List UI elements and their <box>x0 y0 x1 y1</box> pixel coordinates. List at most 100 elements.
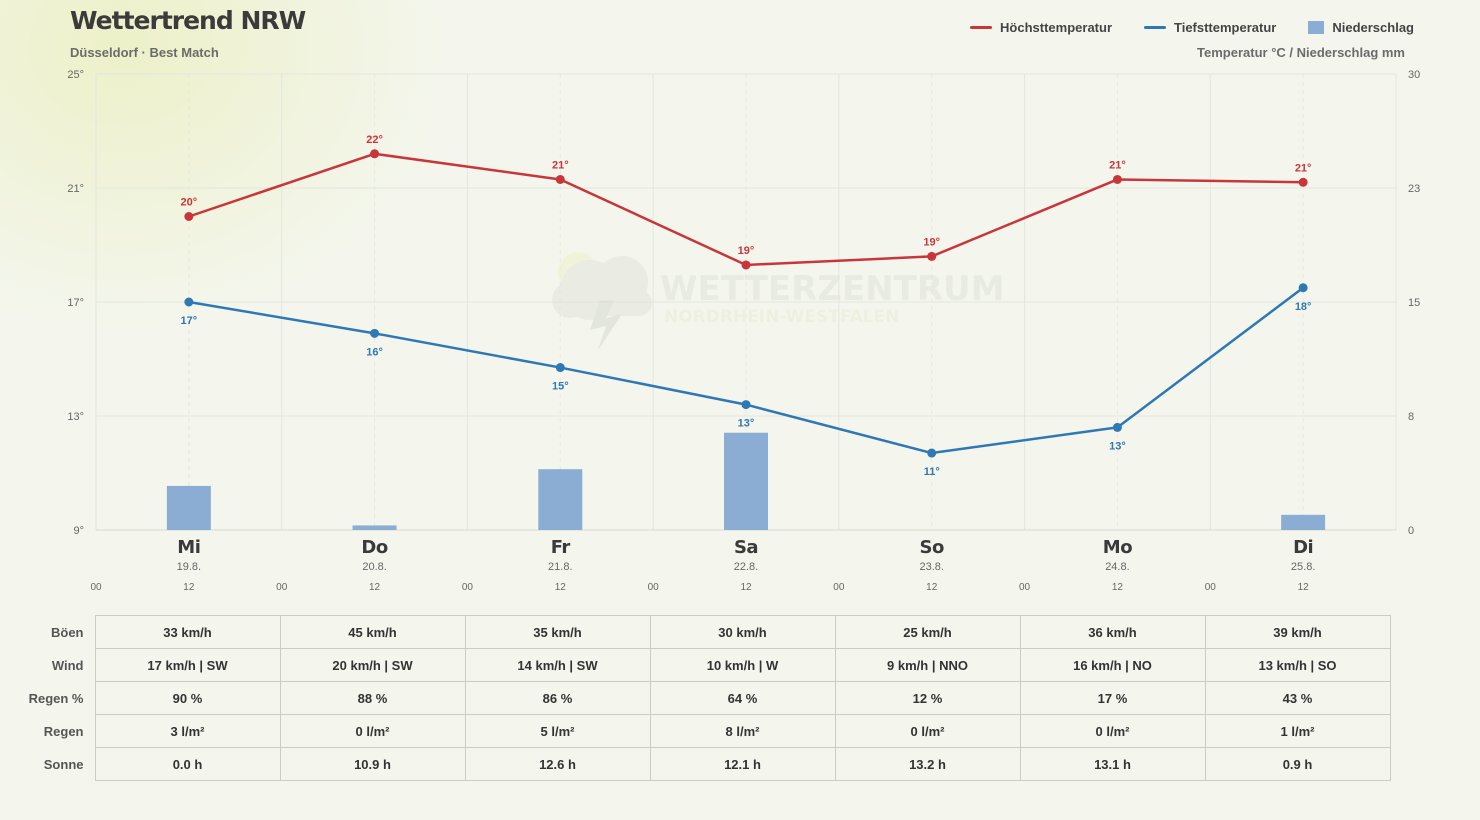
precip-bar <box>724 432 768 530</box>
table-cell: 10.9 h <box>279 747 466 781</box>
temp-point <box>1298 177 1308 187</box>
table-row: Sonne 0.0 h 10.9 h 12.6 h 12.1 h 13.2 h 13.1 h… <box>0 747 1391 781</box>
x-day-label: Mi <box>177 537 200 558</box>
table-cell: 35 km/h <box>464 615 651 649</box>
table-cell: 43 % <box>1204 681 1391 715</box>
table-cell: 10 km/h | W <box>649 648 836 682</box>
temp-point <box>184 212 194 221</box>
table-cell: 90 % <box>94 681 281 715</box>
x-day-label: Sa <box>734 537 758 558</box>
table-cell: 14 km/h | SW <box>464 648 651 682</box>
temp-point <box>927 448 937 458</box>
x-hour-tick: 00 <box>648 582 660 593</box>
temp-data-label: 13° <box>738 418 755 430</box>
x-date-label: 19.8. <box>177 561 201 573</box>
table-row: Regen % 90 % 88 % 86 % 64 % 12 % 17 % 43 % <box>0 681 1391 715</box>
x-hour-tick: 12 <box>926 582 938 593</box>
table-cell: 20 km/h | SW <box>279 648 466 682</box>
temp-point <box>370 328 380 338</box>
y-left-tick-label: 21° <box>67 183 84 195</box>
legend-line-icon <box>970 26 993 29</box>
row-label: Böen <box>51 624 84 640</box>
table-cell: 17 km/h | SW <box>94 648 281 682</box>
table-cell: 88 % <box>279 681 466 715</box>
temp-data-label: 19° <box>923 236 940 248</box>
legend-item-max[interactable]: Höchsttemperatur <box>970 20 1112 35</box>
precip-bar <box>166 485 211 530</box>
table-cell: 13 km/h | SO <box>1204 648 1391 682</box>
x-date-label: 20.8. <box>362 561 386 573</box>
table-cell: 13.1 h <box>1019 747 1206 781</box>
legend-line-icon <box>1144 26 1166 29</box>
table-cell: 39 km/h <box>1204 615 1391 649</box>
cloud-logo-icon <box>552 252 652 350</box>
legend-item-min[interactable]: Tiefsttemperatur <box>1144 20 1276 35</box>
y-right-tick-label: 30 <box>1408 69 1420 81</box>
row-label: Wind <box>51 657 84 673</box>
temp-point <box>1298 283 1308 293</box>
x-hour-tick: 12 <box>369 582 381 593</box>
axis-units-label: Temperatur °C / Niederschlag mm <box>1197 45 1405 60</box>
y-left-tick-label: 25° <box>67 69 84 81</box>
chart-grid <box>95 73 1397 531</box>
metrics-table: Böen 33 km/h 45 km/h 35 km/h 30 km/h 25 km/h 3… <box>0 615 1391 781</box>
x-date-label: 21.8. <box>548 561 572 573</box>
table-cell: 0 l/m² <box>834 714 1021 748</box>
precip-bars <box>166 432 1326 530</box>
temp-data-label: 20° <box>181 197 198 209</box>
table-cell: 36 km/h <box>1019 615 1206 649</box>
temp-point <box>555 363 565 373</box>
temp-data-label: 18° <box>1295 301 1312 313</box>
table-cell: 0.0 h <box>94 747 281 781</box>
x-hour-tick: 12 <box>555 582 567 593</box>
table-cell: 3 l/m² <box>94 714 281 748</box>
temp-point <box>1112 174 1122 184</box>
y-right-tick-label: 0 <box>1408 525 1414 537</box>
table-cell: 0 l/m² <box>1019 714 1206 748</box>
x-hour-tick: 12 <box>183 582 195 593</box>
y-left-tick-label: 9° <box>73 525 84 537</box>
x-day-label: Di <box>1293 537 1313 558</box>
precip-bar <box>538 469 583 530</box>
table-cell: 86 % <box>464 681 651 715</box>
temp-data-label: 19° <box>738 245 755 257</box>
temp-point <box>927 251 937 261</box>
precip-bar <box>352 525 397 530</box>
y-right-tick-label: 23 <box>1408 183 1420 195</box>
x-hour-tick: 00 <box>462 582 474 593</box>
temp-data-label: 21° <box>552 159 569 171</box>
legend-label: Niederschlag <box>1332 20 1414 35</box>
table-cell: 12 % <box>834 681 1021 715</box>
y-left-tick-label: 17° <box>67 297 84 309</box>
page-subtitle: Düsseldorf · Best Match <box>70 45 219 60</box>
table-cell: 17 % <box>1019 681 1206 715</box>
x-hour-tick: 00 <box>833 582 845 593</box>
x-hour-tick: 12 <box>1298 582 1310 593</box>
x-day-label: Do <box>361 537 387 558</box>
table-cell: 30 km/h <box>649 615 836 649</box>
temp-data-label: 21° <box>1295 162 1312 174</box>
row-label: Sonne <box>43 756 84 772</box>
table-row: Regen 3 l/m² 0 l/m² 5 l/m² 8 l/m² 0 l/m² 0 l/m… <box>0 714 1391 748</box>
x-hour-tick: 12 <box>1112 582 1124 593</box>
table-cell: 64 % <box>649 681 836 715</box>
x-day-label: Fr <box>551 537 571 558</box>
watermark-title: WETTERZENTRUM <box>660 269 1004 309</box>
metrics-table-wrap: Böen 33 km/h 45 km/h 35 km/h 30 km/h 25 km/h 3… <box>0 615 1480 781</box>
legend-label: Höchsttemperatur <box>1000 20 1112 35</box>
row-label: Regen % <box>28 690 84 706</box>
table-row: Böen 33 km/h 45 km/h 35 km/h 30 km/h 25 km/h 3… <box>0 615 1391 649</box>
table-cell: 16 km/h | NO <box>1019 648 1206 682</box>
x-day-label: Mo <box>1103 537 1132 558</box>
x-date-label: 25.8. <box>1291 561 1315 573</box>
y-right-tick-label: 8 <box>1408 411 1414 423</box>
table-cell: 0.9 h <box>1204 747 1391 781</box>
legend-bar-icon <box>1308 21 1325 34</box>
temp-data-label: 15° <box>552 381 569 393</box>
legend-item-precip[interactable]: Niederschlag <box>1308 20 1414 35</box>
watermark-subtitle: NORDRHEIN-WESTFALEN <box>664 307 899 327</box>
x-hour-tick: 00 <box>276 582 288 593</box>
chart-legend: Höchsttemperatur Tiefsttemperatur Nieder… <box>970 20 1414 35</box>
table-cell: 13.2 h <box>834 747 1021 781</box>
table-cell: 25 km/h <box>834 615 1021 649</box>
